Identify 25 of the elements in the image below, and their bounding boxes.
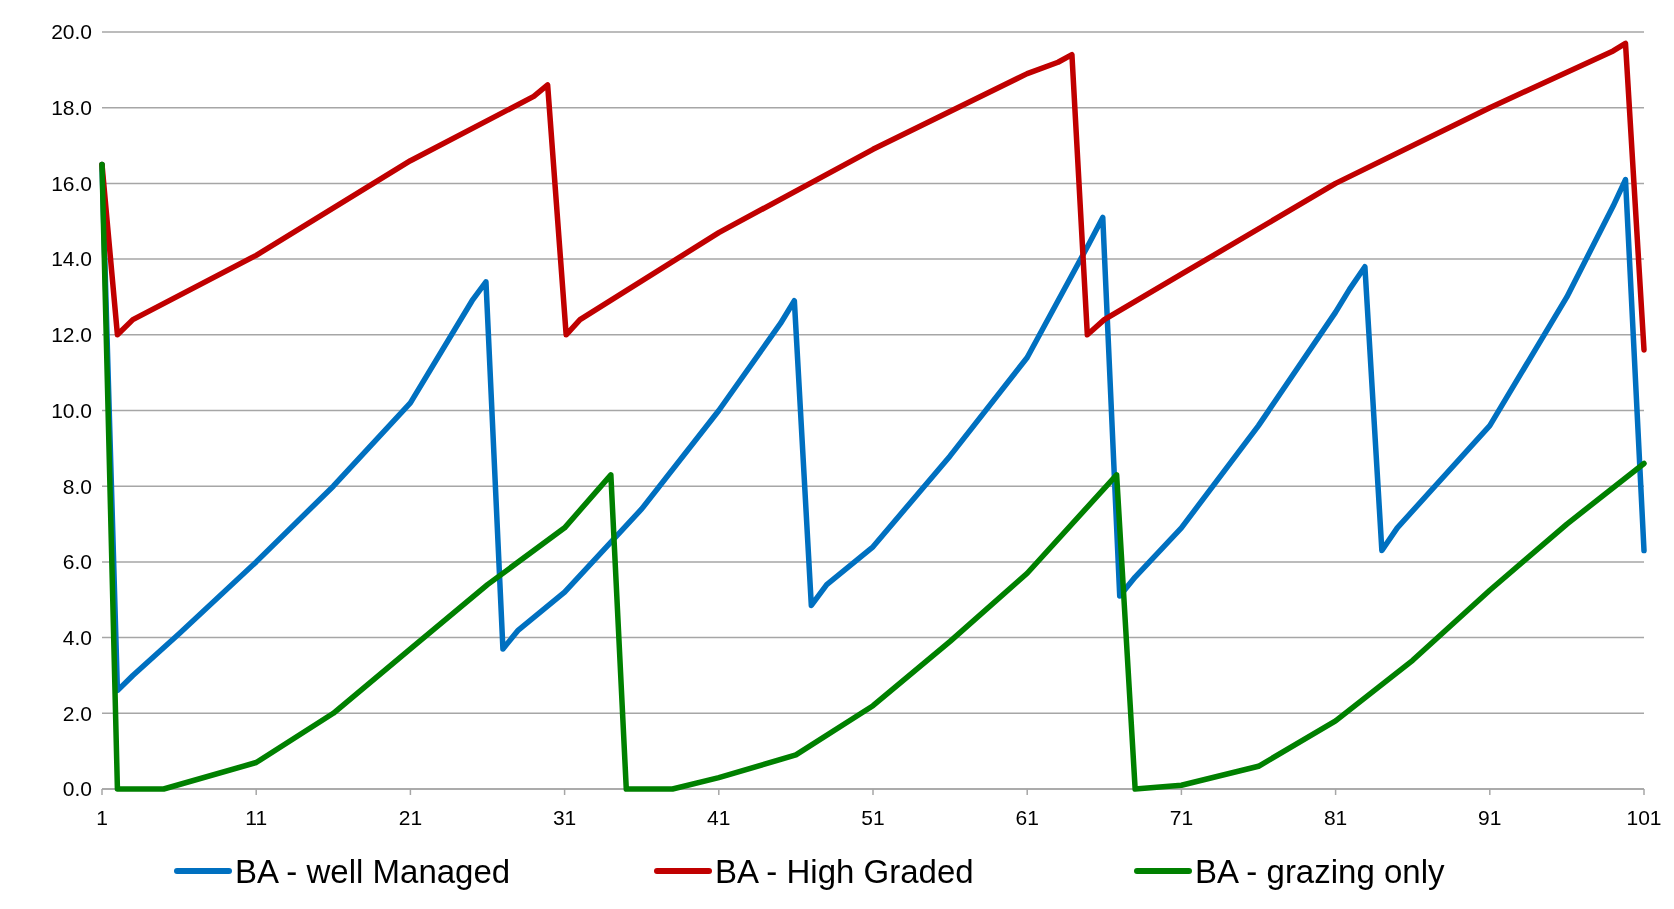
x-tick-label: 101 — [1626, 806, 1662, 829]
x-tick-label: 21 — [398, 806, 423, 829]
x-tick-label: 31 — [552, 806, 577, 829]
y-tick-label: 0.0 — [62, 777, 92, 801]
y-tick-label: 16.0 — [51, 171, 92, 195]
x-tick-label: 91 — [1478, 806, 1502, 829]
x-tick-label: 71 — [1169, 806, 1194, 829]
y-tick-label: 2.0 — [62, 701, 92, 725]
x-tick-label: 51 — [861, 806, 885, 829]
y-tick-label: 10.0 — [51, 398, 92, 422]
y-tick-label: 4.0 — [62, 625, 92, 649]
y-tick-label: 6.0 — [62, 550, 92, 574]
x-tick-label: 81 — [1323, 806, 1348, 829]
legend-label: BA - well Managed — [235, 852, 511, 890]
x-tick-label: 61 — [1015, 806, 1039, 829]
legend-label: BA - grazing only — [1195, 852, 1445, 890]
y-tick-label: 20.0 — [51, 20, 92, 44]
y-tick-label: 8.0 — [62, 474, 92, 498]
y-tick-label: 18.0 — [51, 96, 92, 120]
y-tick-label: 12.0 — [51, 323, 92, 347]
x-tick-label: 11 — [245, 806, 268, 829]
y-tick-label: 14.0 — [51, 247, 92, 271]
legend-label: BA - High Graded — [715, 852, 974, 890]
x-tick-label: 1 — [96, 806, 108, 829]
x-tick-label: 41 — [707, 806, 731, 829]
